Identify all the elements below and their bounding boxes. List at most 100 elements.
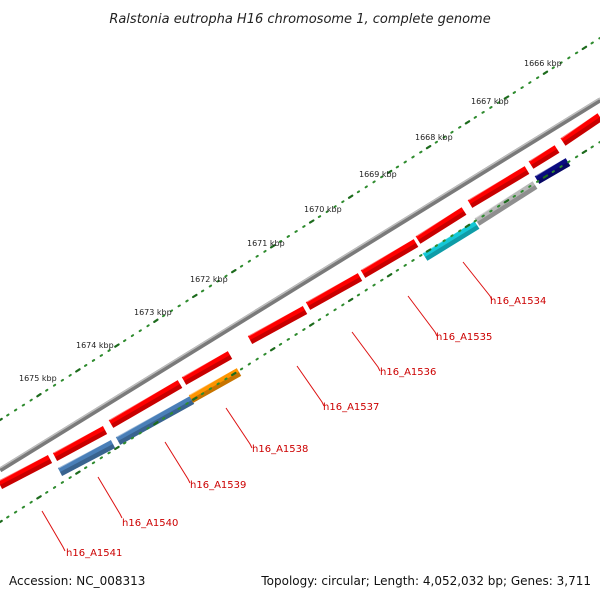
gene-body [115,396,195,445]
topology-summary: Topology: circular; Length: 4,052,032 bp… [261,574,591,588]
inner-minor-tick [325,313,329,317]
outer-minor-tick [239,264,244,268]
outer-minor-tick [434,140,438,144]
gene-highlight [248,305,303,337]
kbp-label: 1670 kbp [304,205,342,214]
inner-minor-tick [551,170,555,173]
leader-line-a1540 [97,476,123,519]
gene-highlight [416,206,461,237]
outer-minor-tick [325,210,329,214]
inner-minor-tick [6,515,10,519]
outer-minor-tick [60,378,64,382]
outer-minor-tick [411,155,415,159]
gene-highlight [306,272,358,303]
gene-bevel-shade [477,185,538,226]
gene-body [415,207,467,244]
kbp-label: 1669 kbp [359,170,397,179]
gene-inner-1[interactable] [57,439,116,476]
inner-major-tick [269,347,276,352]
gene-outer-3[interactable] [108,379,183,428]
gene-highlight [561,112,597,139]
gene-inner-5[interactable] [474,180,538,226]
leader-line-a1534 [462,261,493,301]
gene-bevel-shade [55,430,108,461]
outer-minor-tick [372,180,376,184]
gene-highlight [116,395,190,438]
inner-minor-tick [52,486,57,489]
gene-outer-2[interactable] [52,425,108,461]
gene-outer-8[interactable] [415,206,467,244]
gene-bevel-shade [184,355,233,385]
gene-highlight [182,350,228,378]
outer-minor-tick [317,215,322,218]
gene-label-h16-a1540[interactable]: h16_A1540 [122,518,178,529]
gene-outer-6[interactable] [305,272,363,310]
outer-major-tick [386,169,393,175]
outer-minor-tick [419,150,423,154]
gene-label-h16-a1536[interactable]: h16_A1536 [380,367,436,378]
outer-minor-tick [574,51,579,55]
kbp-label: 1666 kbp [524,59,562,68]
inner-minor-tick [458,229,462,233]
outer-minor-tick [99,354,103,357]
inner-minor-tick [481,214,485,218]
outer-minor-tick [450,130,454,134]
gene-bevel-shade [531,149,560,169]
inner-minor-tick [13,510,18,514]
inner-minor-tick [294,333,298,336]
gene-outer-9[interactable] [467,165,530,208]
kbp-label: 1674 kbp [76,341,114,350]
inner-minor-tick [239,367,244,371]
gene-body [305,273,363,310]
outer-minor-tick [91,359,96,362]
inner-minor-tick [29,500,33,504]
gene-body [181,351,233,385]
outer-minor-tick [356,190,361,194]
inner-minor-tick [169,412,174,415]
outer-minor-tick [551,66,555,70]
inner-minor-tick [473,219,477,223]
outer-minor-tick [497,101,501,104]
gene-label-h16-a1537[interactable]: h16_A1537 [323,402,379,413]
gene-outer-4[interactable] [181,350,233,385]
outer-minor-tick [224,274,228,278]
outer-tick-ring [0,36,600,422]
leader-line-a1538 [225,407,253,449]
outer-minor-tick [29,398,33,402]
gene-label-h16-a1535[interactable]: h16_A1535 [436,332,492,343]
outer-minor-tick [263,249,267,253]
gene-label-h16-a1534[interactable]: h16_A1534 [490,296,546,307]
gene-body [422,221,480,261]
gene-body [560,113,600,146]
gene-bevel-shade [308,277,363,310]
inner-major-tick [0,519,3,524]
outer-minor-tick [13,408,18,412]
gene-outer-10[interactable] [528,144,560,169]
inner-major-tick [386,273,393,278]
outer-minor-tick [130,334,135,338]
accession-text: Accession: NC_008313 [9,574,146,588]
gene-label-h16-a1538[interactable]: h16_A1538 [252,444,308,455]
gene-label-h16-a1541[interactable]: h16_A1541 [66,548,122,559]
gene-outer-1[interactable] [0,454,53,489]
outer-minor-tick [107,349,111,352]
inner-major-tick [347,297,354,303]
gene-label-h16-a1539[interactable]: h16_A1539 [190,480,246,491]
kbp-label: 1672 kbp [190,275,228,284]
gene-outer-5[interactable] [247,305,308,344]
outer-major-tick [308,219,315,224]
outer-minor-tick [473,115,477,119]
outer-minor-tick [364,185,368,189]
inner-minor-tick [395,268,400,272]
gene-outer-7[interactable] [360,238,419,278]
outer-minor-tick [68,373,72,377]
inner-minor-tick [208,387,213,391]
outer-minor-tick [403,160,407,164]
gene-bevel-shade [250,310,308,344]
gene-highlight [58,439,111,469]
outer-minor-tick [6,413,10,417]
gene-outer-11[interactable] [560,112,600,146]
outer-major-tick [75,368,81,373]
inner-minor-tick [255,357,259,361]
outer-minor-tick [138,329,142,333]
